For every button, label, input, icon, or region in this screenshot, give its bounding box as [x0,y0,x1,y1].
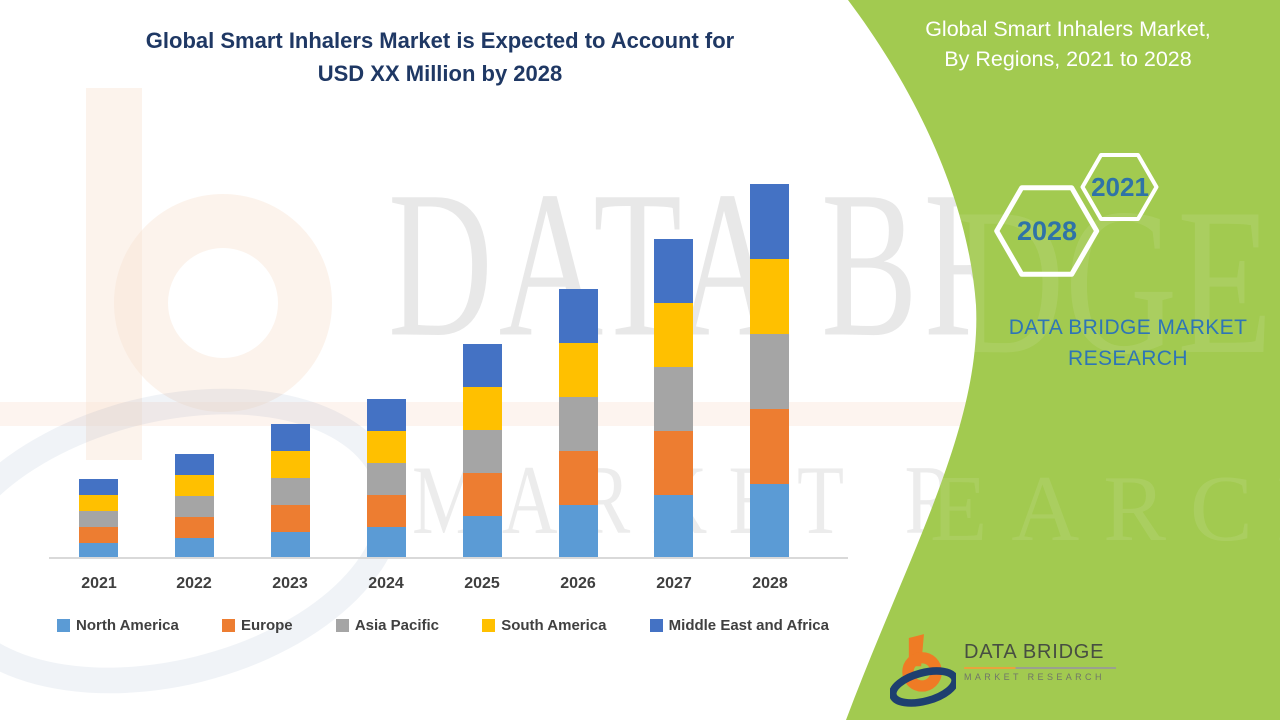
bar-segment [654,495,693,559]
bar-segment [559,289,598,343]
bar-segment [79,543,118,559]
bar-segment [175,475,214,496]
bar-segment [271,451,310,478]
x-axis-label: 2023 [272,575,308,592]
legend-label: Europe [240,617,293,634]
chart-title-line1: Global Smart Inhalers Market is Expected… [145,28,735,53]
bar-segment [367,463,406,495]
stacked-bar-2025 [463,344,502,559]
bar-segment [654,239,693,303]
hexagon-2028-outline [994,185,1100,277]
legend-label: South America [501,617,607,634]
bar-segment [271,424,310,451]
chart-title: Global Smart Inhalers Market is Expected… [70,24,810,90]
bar-segment [271,505,310,532]
stacked-bar-2028 [750,184,789,559]
bar-segment [750,259,789,334]
x-axis-line [49,557,848,559]
bar-segment [79,511,118,527]
bar-segment [367,399,406,431]
bar-segment [175,454,214,475]
hexagon-2021-label: 2021 [1091,172,1149,202]
legend-swatch [57,619,70,632]
legend-swatch [221,619,235,632]
legend-swatch [335,619,349,632]
bar-segment [559,505,598,559]
bar-segment [559,397,598,451]
svg-text:DGE: DGE [952,166,1273,399]
legend-item: Middle East and Africa [649,617,829,634]
stacked-bar-2021 [79,479,118,559]
bar-segment [79,495,118,511]
side-panel-heading: Global Smart Inhalers Market, By Regions… [880,14,1256,74]
bar-segment [559,343,598,397]
bar-segment [750,184,789,259]
x-axis-label: 2026 [560,575,596,592]
x-axis-label: 2027 [656,575,692,592]
footer-logo-divider [964,667,1116,669]
bar-segment [750,334,789,409]
bar-segment [463,344,502,387]
bar-segment [367,431,406,463]
x-axis-label: 2021 [81,575,117,592]
panel-brand-text: DATA BRIDGE MARKET RESEARCH [955,312,1280,374]
hexagon-2021-outline [1080,153,1159,221]
bar-segment [559,451,598,505]
chart-legend: North America Europe Asia Pacific South Ame… [57,617,829,634]
panel-brand-line1: DATA BRIDGE MARKET [1008,316,1248,339]
bar-segment [654,367,693,431]
x-axis-label: 2025 [464,575,500,592]
x-axis-label: 2022 [176,575,212,592]
bar-segment [175,496,214,517]
bar-segment [463,430,502,473]
stacked-bar-2023 [271,424,310,559]
stacked-bar-2026 [559,289,598,559]
stacked-bar-2022 [175,454,214,559]
legend-item: North America [57,617,179,634]
panel-watermark-letters: DGE EARCH [930,166,1280,561]
legend-item: Europe [221,617,293,634]
bar-segment [367,495,406,527]
bar-segment [463,387,502,430]
bar-segment [654,303,693,367]
x-axis-label: 2024 [368,575,404,592]
bar-segment [175,538,214,559]
svg-text:EARCH: EARCH [930,457,1280,561]
legend-item: South America [482,617,607,634]
bar-segment [79,479,118,495]
stacked-bar-2024 [367,399,406,559]
footer-logo-brand: DATA BRIDGE [964,641,1105,663]
bar-segment [271,478,310,505]
bar-segment [271,532,310,559]
bar-segment [367,527,406,559]
bar-segment [750,409,789,484]
side-panel-heading-line1: Global Smart Inhalers Market, [925,17,1211,41]
panel-brand-line2: RESEARCH [1068,347,1188,370]
side-panel-heading-line2: By Regions, 2021 to 2028 [944,47,1192,71]
hexagon-2028-label: 2028 [1016,216,1078,246]
footer-logo-text: DATA BRIDGE MARKET RESEARCH [964,641,1116,682]
legend-swatch [649,619,663,632]
data-bridge-logo-icon [890,634,956,707]
bar-segment [750,484,789,559]
bar-segment [463,516,502,559]
legend-label: North America [76,617,179,634]
bar-segment [175,517,214,538]
x-axis-label: 2028 [752,575,788,592]
legend-swatch [482,619,496,632]
footer-logo: DATA BRIDGE MARKET RESEARCH [890,632,1116,708]
legend-label: Asia Pacific [354,617,440,634]
legend-label: Middle East and Africa [668,617,829,634]
stacked-bar-2027 [654,239,693,559]
bar-segment [654,431,693,495]
footer-logo-sub: MARKET RESEARCH [964,672,1105,682]
bar-segment [463,473,502,516]
chart-title-line2: USD XX Million by 2028 [317,61,563,86]
legend-item: Asia Pacific [335,617,440,634]
bar-segment [79,527,118,543]
green-curved-panel [846,0,1280,720]
